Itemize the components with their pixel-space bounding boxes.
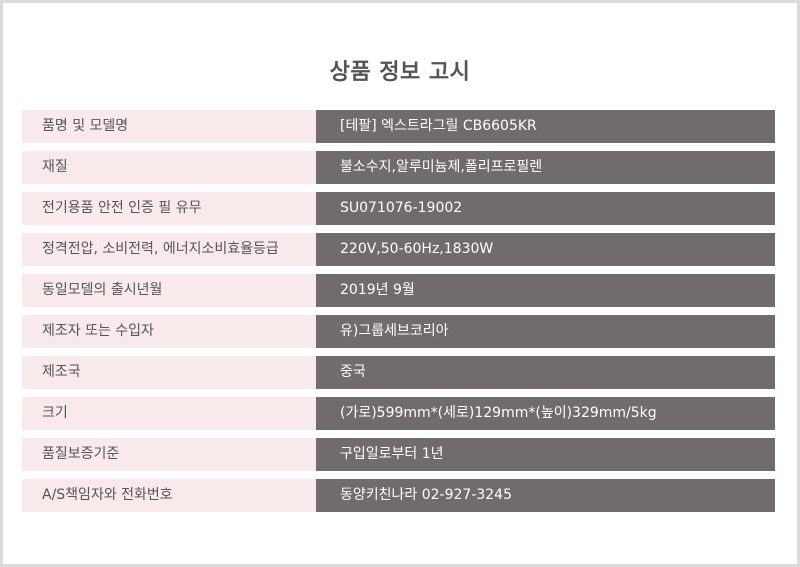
- table-row: A/S책임자와 전화번호 동양키친나라 02-927-3245: [22, 479, 775, 512]
- table-row: 정격전압, 소비전력, 에너지소비효율등급 220V,50-60Hz,1830W: [22, 233, 775, 266]
- row-label: 제조자 또는 수입자: [22, 315, 316, 348]
- row-value: 220V,50-60Hz,1830W: [316, 233, 775, 266]
- page-title: 상품 정보 고시: [329, 60, 471, 85]
- row-value: 동양키친나라 02-927-3245: [316, 479, 775, 512]
- row-label: 품질보증기준: [22, 438, 316, 471]
- row-value: 유)그룹세브코리아: [316, 315, 775, 348]
- row-label: 재질: [22, 151, 316, 184]
- row-value: (가로)599mm*(세로)129mm*(높이)329mm/5kg: [316, 397, 775, 430]
- row-value: 구입일로부터 1년: [316, 438, 775, 471]
- table-row: 품명 및 모델명 [테팔] 엑스트라그릴 CB6605KR: [22, 110, 775, 143]
- row-value: 불소수지,알루미늄제,폴리프로필렌: [316, 151, 775, 184]
- row-label: 크기: [22, 397, 316, 430]
- row-value: 중국: [316, 356, 775, 389]
- row-label: 정격전압, 소비전력, 에너지소비효율등급: [22, 233, 316, 266]
- row-label: A/S책임자와 전화번호: [22, 479, 316, 512]
- table-row: 재질 불소수지,알루미늄제,폴리프로필렌: [22, 151, 775, 184]
- table-row: 동일모델의 출시년월 2019년 9월: [22, 274, 775, 307]
- table-row: 제조자 또는 수입자 유)그룹세브코리아: [22, 315, 775, 348]
- table-row: 크기 (가로)599mm*(세로)129mm*(높이)329mm/5kg: [22, 397, 775, 430]
- row-label: 동일모델의 출시년월: [22, 274, 316, 307]
- table-row: 제조국 중국: [22, 356, 775, 389]
- row-value: SU071076-19002: [316, 192, 775, 225]
- row-label: 제조국: [22, 356, 316, 389]
- table-row: 전기용품 안전 인증 필 유무 SU071076-19002: [22, 192, 775, 225]
- row-value: [테팔] 엑스트라그릴 CB6605KR: [316, 110, 775, 143]
- row-label: 품명 및 모델명: [22, 110, 316, 143]
- row-label: 전기용품 안전 인증 필 유무: [22, 192, 316, 225]
- product-info-table: 품명 및 모델명 [테팔] 엑스트라그릴 CB6605KR 재질 불소수지,알루미늄제…: [22, 110, 775, 520]
- row-value: 2019년 9월: [316, 274, 775, 307]
- table-row: 품질보증기준 구입일로부터 1년: [22, 438, 775, 471]
